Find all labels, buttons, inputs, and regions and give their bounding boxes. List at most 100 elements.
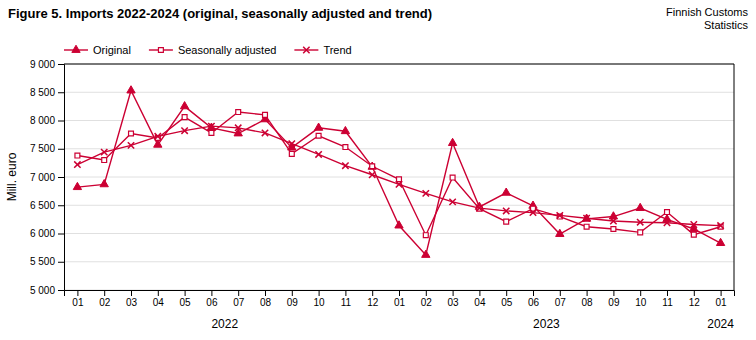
y-tick-mark	[58, 290, 64, 291]
x-tick-label: 12	[689, 297, 701, 308]
point	[665, 210, 670, 215]
y-tick-label: 7 500	[30, 143, 55, 154]
x-tick-label: 10	[314, 297, 326, 308]
point	[127, 86, 135, 93]
series	[73, 86, 725, 258]
x-tick: 11	[662, 290, 673, 308]
series-line	[77, 112, 720, 235]
series-layer	[73, 86, 725, 258]
x-tick-mark	[185, 290, 186, 296]
y-tick: 8 000	[30, 115, 64, 126]
point	[341, 126, 349, 133]
grid-line	[64, 233, 734, 234]
plot: 5 0005 5006 0006 5007 0007 5008 0008 500…	[30, 59, 735, 308]
x-tick: 08	[582, 290, 594, 308]
grid-line	[64, 120, 734, 121]
x-tick-mark	[426, 290, 427, 296]
subtitle-line: Finnish Customs	[666, 6, 748, 18]
point	[530, 209, 536, 215]
point	[263, 112, 268, 117]
point	[664, 220, 670, 226]
x-tick-mark	[319, 290, 320, 296]
x-tick: 01	[72, 290, 84, 308]
point	[343, 145, 348, 150]
x-tick: 08	[260, 290, 272, 308]
x-tick-mark	[345, 290, 346, 296]
y-tick-mark	[58, 64, 64, 65]
point	[717, 222, 723, 228]
x-axis: 0102030405060708091011120102030405060708…	[65, 290, 735, 308]
x-tick-mark	[479, 290, 480, 296]
x-tick-mark	[506, 290, 507, 296]
point	[262, 130, 268, 136]
point	[314, 123, 322, 130]
y-tick-mark	[58, 177, 64, 178]
x-tick: 05	[501, 290, 513, 308]
y-tick-mark	[58, 234, 64, 235]
series	[75, 110, 723, 238]
x-tick: 12	[367, 290, 379, 308]
legend-marker	[303, 47, 309, 53]
x-tick-label: 05	[180, 297, 192, 308]
x-tick-label: 01	[716, 297, 728, 308]
y-tick-label: 6 500	[30, 200, 55, 211]
x-tick-label: 07	[555, 297, 567, 308]
x-tick-label: 12	[367, 297, 379, 308]
x-tick-label: 09	[608, 297, 620, 308]
point	[235, 125, 241, 131]
x-tick-mark	[211, 290, 212, 296]
point	[504, 219, 509, 224]
x-tick-mark	[77, 290, 78, 296]
point	[636, 203, 644, 210]
point	[208, 123, 214, 129]
point	[450, 175, 455, 180]
point	[128, 142, 134, 148]
point	[75, 153, 80, 158]
x-tick-label: 04	[474, 297, 486, 308]
point	[691, 221, 697, 227]
x-tick-mark	[640, 290, 641, 296]
x-tick: 09	[608, 290, 620, 308]
x-tick-label: 08	[582, 297, 594, 308]
y-tick: 7 500	[30, 143, 64, 154]
annotation: 2023	[533, 317, 560, 331]
point	[129, 131, 134, 136]
x-tick: 05	[180, 290, 192, 308]
grid-line	[64, 148, 734, 149]
x-tick: 04	[474, 290, 486, 308]
x-tick: 02	[421, 290, 433, 308]
point	[502, 188, 510, 195]
y-axis-line	[58, 65, 65, 291]
grid	[64, 64, 734, 290]
x-tick-mark	[453, 290, 454, 296]
point	[74, 161, 80, 167]
grid-line	[64, 64, 734, 65]
y-tick-label: 8 000	[30, 115, 55, 126]
plot-frame	[734, 64, 735, 290]
point	[342, 163, 348, 169]
point	[476, 205, 482, 211]
legend-label: Trend	[323, 44, 351, 56]
point	[73, 182, 81, 189]
point	[395, 221, 403, 228]
x-tick: 07	[555, 290, 567, 308]
x-tick-mark	[667, 290, 668, 296]
y-tick-label: 5 500	[30, 256, 55, 267]
point	[101, 149, 107, 155]
point	[100, 180, 108, 187]
x-tick-mark	[131, 290, 132, 296]
legend: OriginalSeasonally adjustedTrend	[64, 44, 352, 56]
x-tick-label: 05	[501, 297, 513, 308]
x-tick-label: 03	[126, 297, 138, 308]
x-tick: 04	[153, 290, 165, 308]
x-tick: 12	[689, 290, 701, 308]
x-tick: 03	[126, 290, 138, 308]
x-tick: 09	[287, 290, 299, 308]
point	[180, 102, 188, 109]
grid-line	[64, 92, 734, 93]
y-tick-label: 9 000	[30, 59, 55, 70]
point	[423, 233, 428, 238]
point	[448, 138, 456, 145]
point	[691, 232, 696, 237]
point	[315, 151, 321, 157]
